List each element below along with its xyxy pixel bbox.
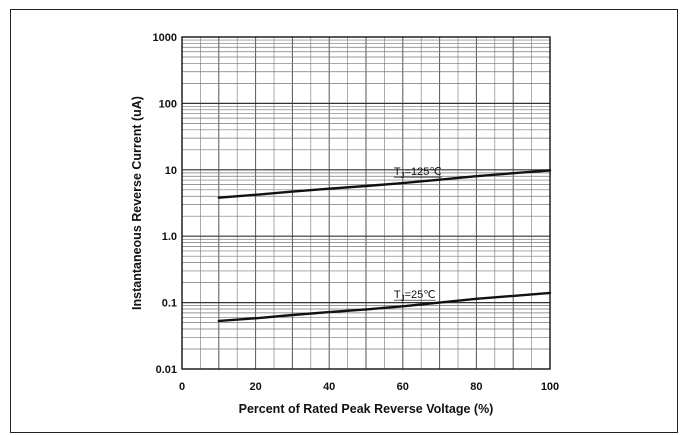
- y-axis-label: Instantaneous Reverse Current (uA): [130, 96, 144, 310]
- series-point: [328, 188, 330, 190]
- series-label: TJ=25℃: [394, 289, 436, 303]
- series-group: TJ=125℃TJ=25℃: [217, 166, 552, 323]
- series-point: [475, 298, 477, 300]
- x-tick-label: 0: [179, 381, 185, 393]
- plot-border: [181, 36, 551, 370]
- series-point: [439, 179, 441, 181]
- series-point: [402, 182, 404, 184]
- series-label-subscript: J: [401, 171, 405, 180]
- grid: [182, 37, 550, 369]
- series-point: [512, 295, 514, 297]
- x-axis-label: Percent of Rated Peak Reverse Voltage (%…: [239, 402, 494, 416]
- series-point: [218, 197, 220, 199]
- series-point: [291, 314, 293, 316]
- y-tick-label: 100: [159, 98, 177, 110]
- y-tick-labels: 0.01 0.1 1.0 10 100 1000: [153, 32, 177, 376]
- series-label-subscript: J: [401, 294, 405, 303]
- series-point: [365, 308, 367, 310]
- series-point: [255, 194, 257, 196]
- series-point: [549, 292, 551, 294]
- y-tick-label: 1.0: [162, 231, 177, 243]
- figure-frame: [10, 9, 678, 433]
- y-tick-label: 1000: [153, 32, 177, 44]
- series-label: TJ=125℃: [394, 166, 442, 180]
- series-label-rest: =25℃: [405, 289, 436, 301]
- x-tick-label: 20: [249, 381, 261, 393]
- series-point: [439, 302, 441, 304]
- y-tick-label: 10: [165, 165, 177, 177]
- x-tick-label: 60: [397, 381, 409, 393]
- series-label-rest: =125℃: [405, 166, 442, 178]
- x-tick-label: 100: [541, 381, 559, 393]
- x-tick-label: 40: [323, 381, 335, 393]
- series-point: [549, 169, 551, 171]
- x-tick-labels: 0 20 40 60 80 100: [179, 381, 559, 393]
- y-tick-label: 0.01: [156, 364, 177, 376]
- series-label-main: T: [394, 166, 401, 178]
- series-point: [365, 185, 367, 187]
- series-line: [217, 291, 552, 323]
- series-line: [217, 169, 552, 199]
- y-tick-label: 0.1: [162, 298, 177, 310]
- series-point: [512, 172, 514, 174]
- series-point: [475, 175, 477, 177]
- series-label-main: T: [394, 289, 401, 301]
- x-tick-label: 80: [470, 381, 482, 393]
- series-point: [402, 305, 404, 307]
- series-point: [328, 311, 330, 313]
- series-point: [255, 317, 257, 319]
- series-point: [218, 320, 220, 322]
- series-point: [291, 190, 293, 193]
